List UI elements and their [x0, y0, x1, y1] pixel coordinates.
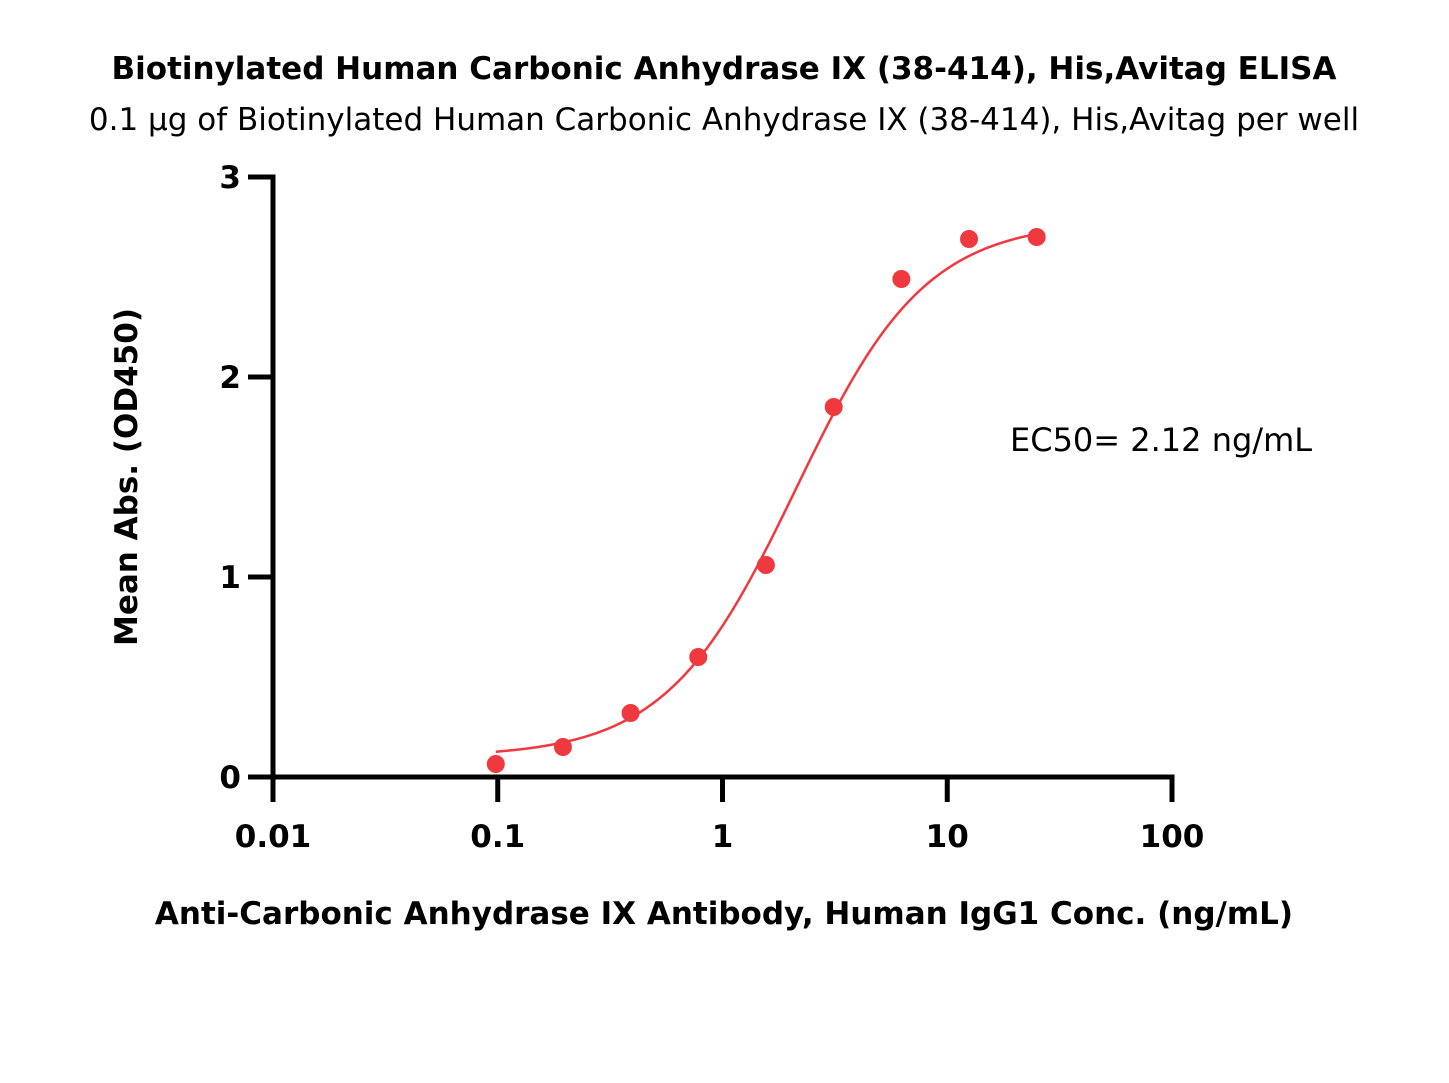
data-point [824, 398, 843, 416]
chart-title: Biotinylated Human Carbonic Anhydrase IX… [112, 51, 1337, 87]
data-point [553, 738, 572, 756]
plot-area: 0.01 0.1 1 10 100 0 1 2 3 [219, 160, 1204, 855]
data-point [756, 556, 775, 574]
data-point [1027, 228, 1046, 246]
data-point [960, 230, 979, 248]
data-point [486, 755, 505, 773]
fit-curve [495, 232, 1037, 753]
ec50-annotation: EC50= 2.12 ng/mL [1010, 421, 1312, 459]
chart-subtitle: 0.1 μg of Biotinylated Human Carbonic An… [89, 102, 1359, 138]
x-tick-label: 1 [712, 819, 734, 855]
data-point [892, 270, 911, 288]
y-tick-label: 0 [219, 760, 241, 796]
x-tick-label: 100 [1140, 819, 1205, 855]
data-point [689, 648, 708, 666]
y-tick-label: 2 [219, 360, 241, 396]
x-tick-label: 0.1 [470, 819, 525, 855]
data-point [621, 704, 640, 722]
x-tick-label: 0.01 [235, 819, 312, 855]
x-axis-title: Anti-Carbonic Anhydrase IX Antibody, Hum… [155, 896, 1293, 932]
y-tick-label: 3 [219, 160, 241, 196]
x-tick-label: 10 [926, 819, 969, 855]
y-axis-title: Mean Abs. (OD450) [109, 308, 145, 646]
y-tick-label: 1 [219, 560, 241, 596]
